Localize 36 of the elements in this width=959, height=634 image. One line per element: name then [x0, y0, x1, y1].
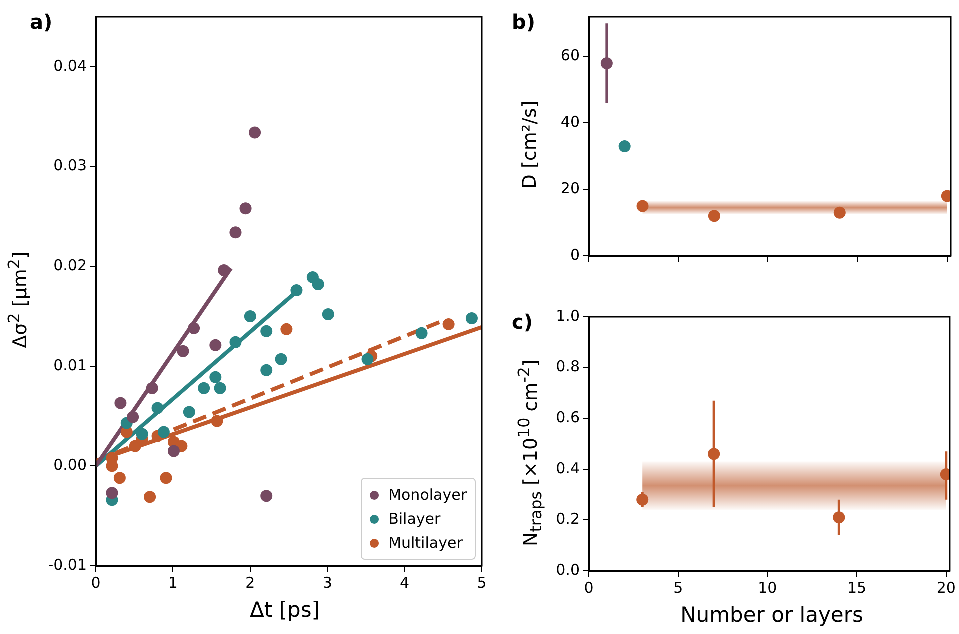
y-tick-label: 60	[560, 46, 580, 65]
x-tick-label: 4	[400, 574, 410, 592]
x-tick-label: 20	[936, 578, 956, 597]
x-tick-label: 10	[758, 578, 778, 597]
x-tick-label: 0	[91, 574, 101, 592]
y-tick-label: 0.01	[54, 356, 87, 374]
x-axis-title: Δt [ps]	[250, 598, 320, 622]
legend-label: Bilayer	[388, 509, 441, 530]
x-tick-label: 2	[246, 574, 256, 592]
x-tick-label: 15	[847, 578, 867, 597]
y-tick-label: -0.01	[48, 556, 87, 574]
chart-title: b)	[512, 10, 536, 34]
x-tick-label: 3	[322, 574, 332, 592]
y-tick-label: 0.0	[556, 560, 580, 579]
chart-title: a)	[30, 10, 53, 34]
x-tick-label: 5	[477, 574, 487, 592]
y-tick-label: 40	[560, 113, 580, 132]
y-tick-label: 0.04	[54, 56, 87, 75]
y-tick-label: 0.03	[54, 156, 87, 175]
y-tick-label: 0.6	[556, 408, 580, 426]
y-tick-label: 0.2	[556, 510, 580, 528]
x-axis-title: Number or layers	[680, 603, 864, 627]
y-tick-label: 20	[560, 180, 580, 198]
y-axis-title: D [cm²/s]	[519, 100, 541, 190]
legend-label: Multilayer	[388, 533, 463, 554]
chart-title: c)	[512, 310, 533, 334]
legend-label: Monolayer	[388, 485, 467, 506]
y-tick-label: 0.8	[556, 358, 580, 376]
y-tick-label: 1.0	[556, 306, 580, 325]
y-tick-label: 0	[570, 246, 580, 264]
x-tick-label: 0	[584, 578, 594, 597]
x-tick-label: 5	[674, 578, 684, 597]
y-tick-label: 0.00	[54, 456, 87, 474]
y-tick-label: 0.4	[556, 459, 580, 478]
x-tick-label: 1	[168, 574, 178, 592]
y-tick-label: 0.02	[54, 256, 87, 274]
